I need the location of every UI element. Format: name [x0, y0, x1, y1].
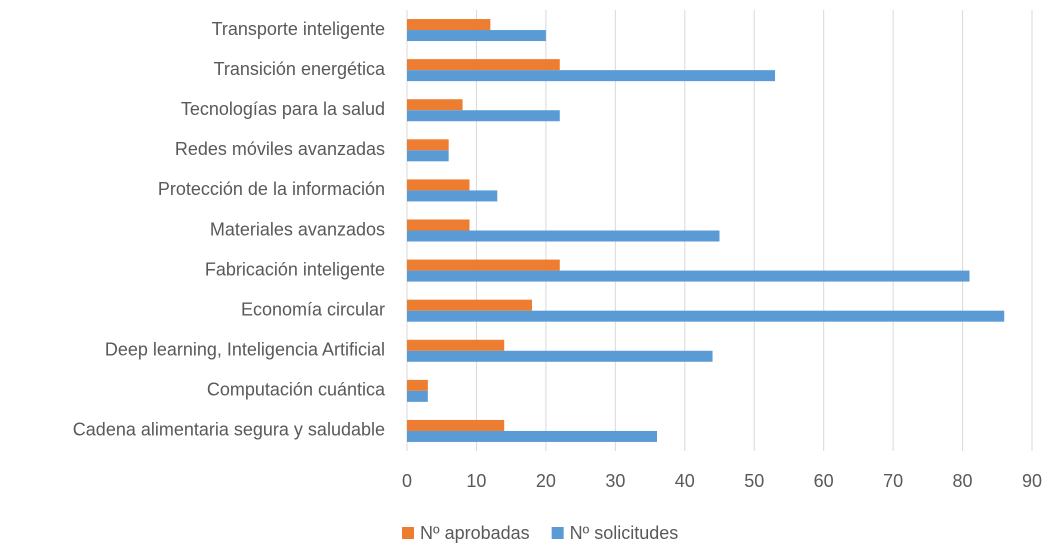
- x-tick-label: 20: [536, 471, 556, 491]
- bar: [407, 30, 546, 42]
- legend-swatch: [402, 527, 414, 539]
- legend-label: Nº solicitudes: [570, 523, 679, 543]
- bar: [407, 179, 470, 191]
- bar: [407, 99, 463, 111]
- x-tick-label: 90: [1022, 471, 1042, 491]
- bar: [407, 259, 560, 271]
- y-tick-label: Redes móviles avanzadas: [175, 139, 385, 159]
- bar: [407, 390, 428, 402]
- y-tick-label: Cadena alimentaria segura y saludable: [73, 420, 385, 440]
- bar: [407, 310, 1005, 322]
- x-tick-label: 40: [675, 471, 695, 491]
- y-tick-label: Transporte inteligente: [212, 19, 385, 39]
- x-tick-label: 10: [466, 471, 486, 491]
- x-tick-label: 60: [814, 471, 834, 491]
- bar: [407, 379, 428, 391]
- bar: [407, 219, 470, 231]
- bar: [407, 70, 776, 82]
- x-tick-label: 70: [883, 471, 903, 491]
- x-tick-label: 30: [605, 471, 625, 491]
- y-tick-label: Transición energética: [214, 59, 386, 79]
- legend-label: Nº aprobadas: [420, 523, 530, 543]
- x-tick-label: 50: [744, 471, 764, 491]
- bar: [407, 190, 498, 202]
- y-tick-label: Deep learning, Inteligencia Artificial: [105, 340, 385, 360]
- y-tick-label: Protección de la información: [158, 179, 385, 199]
- bar: [407, 299, 532, 311]
- bar: [407, 59, 560, 71]
- legend-swatch: [551, 527, 564, 539]
- x-tick-label: 80: [953, 471, 973, 491]
- bar: [407, 139, 449, 151]
- bar: [407, 350, 713, 362]
- y-tick-label: Computación cuántica: [207, 380, 386, 400]
- bar: [407, 19, 491, 31]
- bar: [407, 419, 505, 431]
- bar: [407, 430, 657, 442]
- y-tick-label: Economía circular: [241, 299, 385, 319]
- y-tick-label: Fabricación inteligente: [205, 259, 385, 279]
- bar: [407, 270, 970, 282]
- x-tick-label: 0: [402, 471, 412, 491]
- bar: [407, 110, 560, 122]
- y-tick-label: Materiales avanzados: [210, 219, 385, 239]
- y-tick-label: Tecnologías para la salud: [181, 99, 385, 119]
- bar: [407, 150, 449, 162]
- bar: [407, 339, 505, 351]
- bar: [407, 230, 720, 242]
